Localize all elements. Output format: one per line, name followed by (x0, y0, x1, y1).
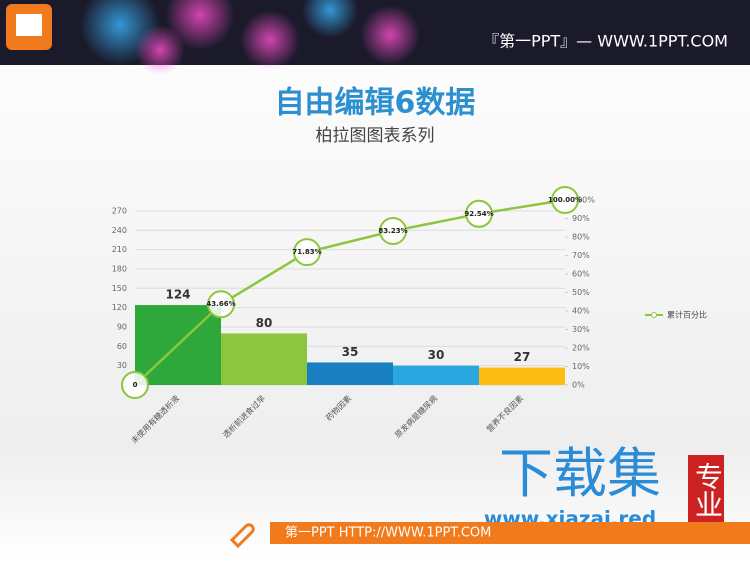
y-tick-label: 90 (117, 322, 127, 331)
watermark-title: 下载集 (499, 442, 661, 505)
watermark-badge-box (688, 455, 724, 525)
y-tick-label: 210 (112, 245, 127, 254)
footer-text: 第一PPT HTTP://WWW.1PPT.COM (285, 526, 491, 541)
line-point (207, 290, 235, 319)
line-point (121, 371, 149, 399)
y-tick-label: 270 (112, 206, 127, 215)
y-tick-label: 240 (112, 226, 127, 235)
y-tick-label: 30 (117, 361, 127, 370)
line-point (551, 186, 579, 214)
x-tick-label: 透析前进食过早 (221, 393, 268, 440)
y2-tick-label: 10% (572, 362, 590, 371)
bar (393, 365, 479, 385)
line-point (465, 199, 493, 228)
y2-tick-label: 30% (572, 325, 590, 334)
x-tick-label: 原发病是糖尿病 (393, 393, 440, 440)
bar (479, 367, 565, 385)
line-point (379, 217, 407, 246)
line-value-label: 43.66% (206, 300, 235, 308)
x-tick-label: 未使用有糖透析液 (129, 393, 181, 445)
line-point (293, 238, 321, 267)
bar-value-label: 80 (256, 316, 273, 330)
y-tick-label: 150 (112, 284, 127, 293)
bar-value-label: 30 (428, 348, 445, 362)
y-tick-label: 120 (112, 303, 127, 312)
bar-value-label: 35 (342, 345, 359, 359)
legend-marker (651, 312, 657, 318)
bar-value-label: 124 (165, 288, 190, 302)
y-tick-label: 60 (117, 342, 127, 351)
legend-label: 累计百分比 (667, 310, 707, 320)
cumulative-line (134, 198, 566, 386)
x-tick-label: 营养不良因素 (484, 393, 525, 434)
bokeh (80, 0, 420, 75)
bar-value-label: 27 (514, 350, 531, 364)
footer-icon (229, 523, 255, 549)
bar (221, 333, 307, 385)
watermark-badge: 专业 (691, 462, 724, 518)
chart-subtitle: 柏拉图图表系列 (316, 126, 435, 146)
y2-tick-label: 80% (572, 233, 590, 242)
line-value-label: 100.00% (548, 196, 582, 204)
line-value-label: 92.54% (464, 210, 493, 218)
line-value-label: 71.83% (292, 248, 321, 256)
y2-tick-label: 60% (572, 270, 590, 279)
y2-tick-label: 50% (572, 288, 590, 297)
app-icon-glyph (16, 14, 42, 36)
y2-tick-label: 40% (572, 307, 590, 316)
y2-tick-label: 90% (572, 214, 590, 223)
header-brand: 『第一PPT』— WWW.1PPT.COM (483, 32, 728, 51)
y-tick-label: 180 (112, 264, 127, 273)
y2-tick-label: 0% (572, 381, 585, 390)
y2-tick-label: 100% (572, 196, 595, 205)
bar (307, 362, 393, 385)
y2-tick-label: 70% (572, 251, 590, 260)
x-tick-label: 药物因素 (323, 393, 353, 423)
chart-title: 自由编辑6数据 (275, 86, 476, 121)
line-value-label: 0 (133, 381, 138, 389)
footer-band (270, 522, 750, 544)
line-value-label: 83.23% (378, 227, 407, 235)
y2-tick-label: 20% (572, 344, 590, 353)
